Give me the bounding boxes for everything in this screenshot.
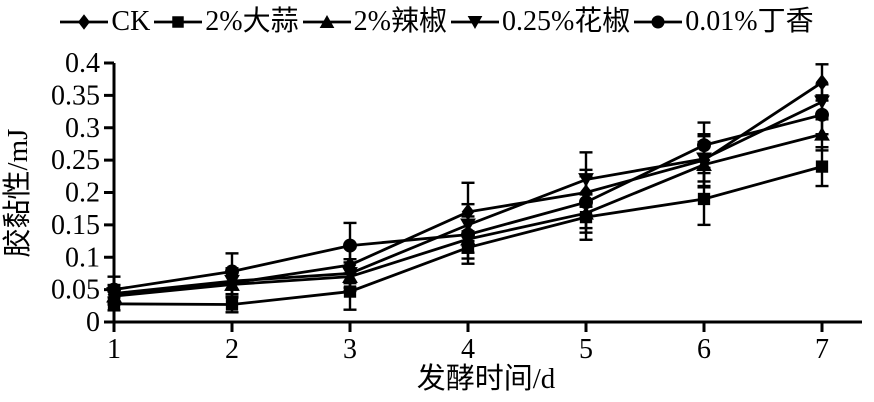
data-point-circle [343, 238, 357, 253]
legend-key-square-icon [154, 16, 203, 28]
data-point-square [225, 298, 239, 311]
data-point-circle [225, 264, 239, 279]
series-markers [106, 74, 830, 311]
y-tick-label: 0.35 [51, 80, 100, 111]
legend-key-triangle-down-icon [450, 16, 499, 29]
legend-label: 0.25%花椒 [501, 6, 631, 37]
y-tick-label: 0.15 [51, 210, 100, 241]
data-point-triangle-down [460, 218, 476, 233]
legend-label: 2%大蒜 [205, 6, 299, 37]
data-point-circle [697, 138, 711, 153]
data-point-circle [461, 227, 475, 242]
data-point-triangle-down [342, 267, 358, 281]
data-point-square [697, 192, 711, 206]
data-point-square [343, 285, 357, 298]
data-point-circle [815, 107, 829, 122]
legend-key-triangle-up-icon [302, 15, 351, 28]
legend-item-diamond: CK [60, 8, 150, 36]
legend-item-triangle-up: 2%辣椒 [302, 6, 447, 37]
data-point-triangle-down [814, 95, 830, 110]
legend-triangle-down-icon [467, 16, 483, 29]
y-axis-title: 胶黏性/mJ [1, 129, 34, 258]
x-tick-label: 5 [579, 334, 593, 365]
legend-square-icon [172, 16, 185, 28]
y-tick-label: 0.2 [65, 178, 100, 209]
data-point-diamond [461, 203, 475, 221]
x-tick-label: 2 [225, 334, 239, 365]
legend-label: 2%辣椒 [353, 6, 447, 37]
legend-label: 0.01%丁香 [685, 6, 814, 37]
data-point-triangle-down [578, 173, 594, 188]
x-tick-label: 4 [461, 334, 475, 365]
legend-diamond-icon [78, 14, 91, 30]
data-point-triangle-up [814, 126, 830, 141]
legend-item-triangle-down: 0.25%花椒 [450, 6, 631, 37]
data-point-square [815, 160, 829, 173]
y-tick-label: 0.3 [65, 113, 100, 144]
x-tick-label: 7 [815, 334, 829, 365]
legend-circle-icon [651, 15, 665, 29]
x-tick-label: 1 [107, 334, 121, 365]
y-tick-label: 0.1 [65, 242, 100, 273]
y-tick-label: 0.25 [51, 145, 100, 176]
axes: 00.050.10.150.20.250.30.350.4 1 2 3 4 5 6 7 [51, 48, 862, 365]
legend-key-diamond-icon [60, 14, 109, 30]
legend-item-square: 2%大蒜 [154, 6, 299, 37]
data-point-triangle-down [224, 274, 240, 289]
x-tick-label: 3 [343, 334, 357, 365]
data-point-triangle-up [578, 205, 594, 220]
legend-label: CK [111, 6, 151, 37]
data-point-circle [107, 282, 121, 297]
data-point-triangle-down [696, 152, 712, 167]
y-tick-label: 0.05 [51, 275, 100, 306]
data-point-diamond [815, 74, 829, 91]
data-point-circle [579, 195, 593, 210]
chart-legend: CK 2%大蒜 2%辣椒 0.25%花椒 0.01%丁香 [0, 2, 874, 42]
legend-key-circle-icon [634, 15, 683, 29]
legend-triangle-up-icon [319, 15, 334, 28]
y-tick-label: 0.4 [65, 48, 100, 79]
x-axis-title: 发酵时间/d [417, 362, 556, 395]
legend-item-circle: 0.01%丁香 [634, 6, 814, 37]
y-tick-label: 0 [86, 307, 100, 338]
x-tick-label: 6 [697, 334, 711, 365]
